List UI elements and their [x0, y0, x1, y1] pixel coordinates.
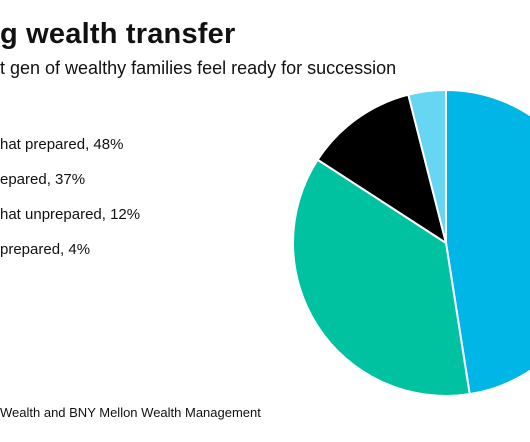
- pie-slice-4: [407, 89, 447, 244]
- pie-slice-2: [292, 158, 471, 397]
- chart-subtitle: t gen of wealthy families feel ready for…: [0, 58, 397, 78]
- chart-title: g wealth transfer: [0, 18, 236, 50]
- legend-item-3: hat unprepared, 12%: [0, 206, 141, 223]
- pie-slice-1: [445, 89, 530, 396]
- legend-item-1: hat prepared, 48%: [0, 136, 124, 153]
- source-note: Wealth and BNY Mellon Wealth Management: [0, 405, 261, 420]
- legend-item-2: epared, 37%: [0, 171, 86, 188]
- legend-item-4: prepared, 4%: [0, 241, 91, 258]
- pie-slice-3: [316, 93, 447, 244]
